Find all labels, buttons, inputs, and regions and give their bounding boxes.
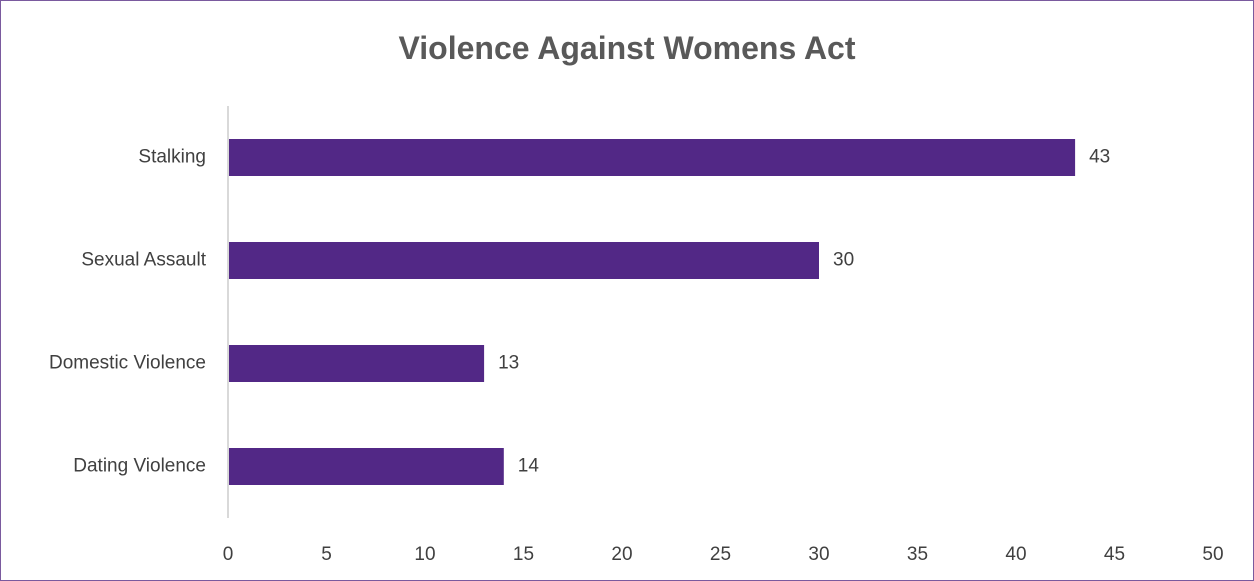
x-tick-label: 40 xyxy=(1005,544,1026,565)
category-label: Dating Violence xyxy=(73,456,206,477)
x-tick-label: 30 xyxy=(808,544,829,565)
data-label: 30 xyxy=(833,250,854,271)
data-label: 13 xyxy=(498,353,519,374)
x-tick-label: 45 xyxy=(1104,544,1125,565)
bars-layer xyxy=(228,139,1076,485)
data-label: 43 xyxy=(1089,147,1110,168)
bar-dating-violence xyxy=(228,448,504,485)
category-label: Domestic Violence xyxy=(49,353,206,374)
category-label: Sexual Assault xyxy=(81,250,206,271)
axis-layer: Stalking 43 Sexual Assault 30 Domestic Viole… xyxy=(49,106,1224,565)
x-tick-label: 0 xyxy=(223,544,234,565)
category-label: Stalking xyxy=(138,147,206,168)
x-tick-label: 15 xyxy=(513,544,534,565)
x-tick-label: 50 xyxy=(1202,544,1223,565)
bar-domestic-violence xyxy=(228,345,485,382)
chart-title: Violence Against Womens Act xyxy=(398,30,856,66)
data-label: 14 xyxy=(518,456,540,477)
x-tick-label: 10 xyxy=(414,544,435,565)
x-tick-label: 5 xyxy=(321,544,332,565)
bar-sexual-assault xyxy=(228,242,819,279)
bar-stalking xyxy=(228,139,1076,176)
x-tick-label: 25 xyxy=(710,544,731,565)
x-tick-label: 35 xyxy=(907,544,928,565)
x-tick-label: 20 xyxy=(611,544,632,565)
